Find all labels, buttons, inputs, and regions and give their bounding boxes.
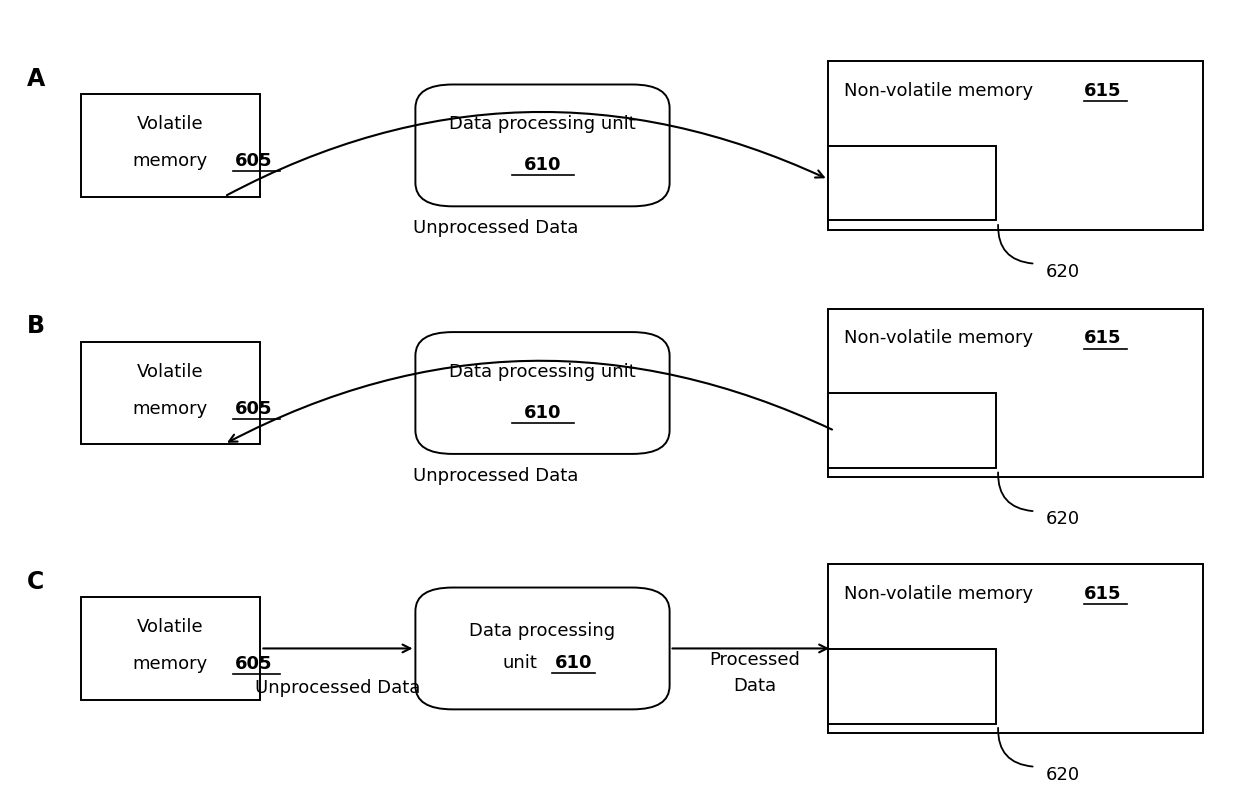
Text: memory: memory	[133, 152, 208, 170]
Text: Non-volatile memory: Non-volatile memory	[844, 585, 1034, 603]
Text: Non-volatile memory: Non-volatile memory	[844, 329, 1034, 347]
Text: Unprocessed Data: Unprocessed Data	[413, 467, 579, 484]
Text: B: B	[27, 314, 46, 339]
Text: 610: 610	[554, 654, 593, 671]
Text: Volatile: Volatile	[138, 363, 203, 380]
FancyBboxPatch shape	[828, 146, 996, 221]
Text: Unprocessed Data: Unprocessed Data	[255, 679, 420, 696]
Text: Volatile: Volatile	[138, 619, 203, 636]
Text: 615: 615	[1084, 82, 1121, 100]
Text: Data processing unit: Data processing unit	[449, 116, 636, 133]
Text: Data: Data	[734, 678, 776, 695]
Text: 615: 615	[1084, 329, 1121, 347]
Text: 615: 615	[1084, 585, 1121, 603]
Text: unit: unit	[502, 654, 538, 671]
FancyBboxPatch shape	[415, 588, 670, 709]
Text: A: A	[27, 67, 46, 91]
Text: Processed: Processed	[709, 652, 801, 669]
FancyBboxPatch shape	[828, 308, 1203, 477]
Text: 620: 620	[1045, 510, 1080, 528]
FancyBboxPatch shape	[828, 564, 1203, 733]
Text: 620: 620	[1045, 766, 1080, 784]
Text: memory: memory	[133, 656, 208, 673]
Text: Data processing unit: Data processing unit	[449, 363, 636, 380]
FancyBboxPatch shape	[828, 61, 1203, 230]
Text: 610: 610	[523, 156, 562, 174]
FancyBboxPatch shape	[415, 84, 670, 206]
FancyBboxPatch shape	[81, 597, 260, 700]
Text: memory: memory	[133, 400, 208, 417]
FancyBboxPatch shape	[81, 342, 260, 444]
Text: 620: 620	[1045, 263, 1080, 281]
Text: 605: 605	[236, 656, 273, 673]
FancyBboxPatch shape	[81, 94, 260, 196]
Text: 610: 610	[523, 404, 562, 421]
Text: Volatile: Volatile	[138, 116, 203, 133]
Text: 605: 605	[236, 152, 273, 170]
Text: 605: 605	[236, 400, 273, 417]
Text: Data processing: Data processing	[470, 623, 615, 640]
Text: Non-volatile memory: Non-volatile memory	[844, 82, 1034, 100]
Text: Unprocessed Data: Unprocessed Data	[413, 219, 579, 237]
FancyBboxPatch shape	[828, 393, 996, 468]
Text: C: C	[27, 570, 45, 594]
FancyBboxPatch shape	[828, 649, 996, 723]
FancyBboxPatch shape	[415, 332, 670, 454]
